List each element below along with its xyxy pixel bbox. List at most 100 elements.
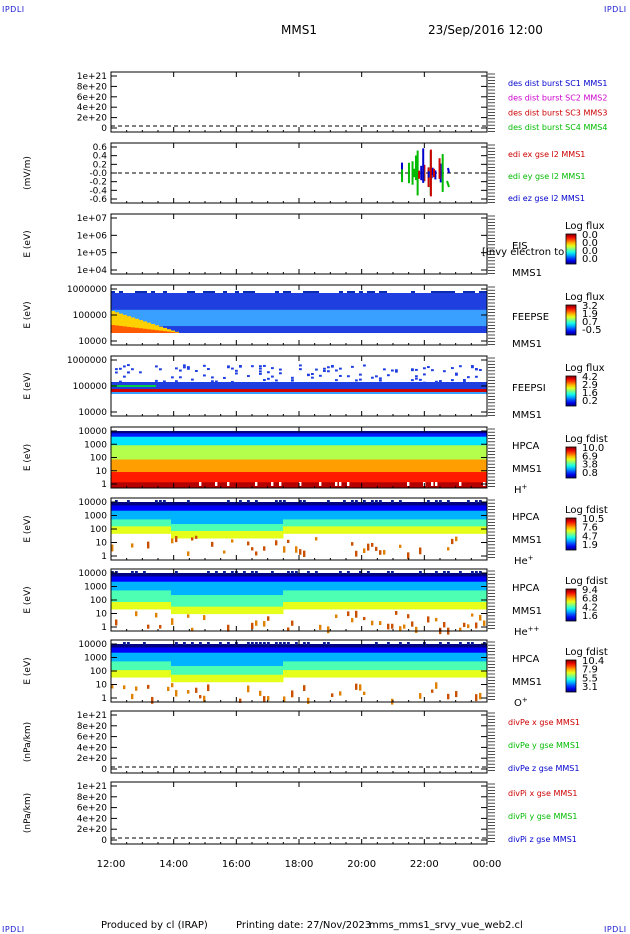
panel-spacecraft-label: MMS1 [512, 535, 542, 546]
legend-entry: divPi y gse MMS1 [508, 812, 577, 821]
heatmap-cells [111, 500, 488, 559]
y-tick-label: 100 [90, 454, 107, 464]
species-label: H+ [514, 483, 528, 496]
colorbar-tick-label: 10.4 [582, 656, 604, 667]
corner-label-bottom-left: IPDLI [2, 925, 25, 934]
species-charge: + [522, 483, 528, 491]
colorbar-tick-label: 0.0 [582, 246, 598, 257]
footer-produced: Produced by cl (IRAP) [101, 920, 208, 931]
colorbar-title: Log flux [565, 363, 605, 374]
instrument-label: HPCA [512, 654, 540, 665]
colorbar-title: Log fdist [565, 505, 608, 516]
colorbar-tick-label: 0.0 [582, 238, 598, 249]
colorbar-tick-label: 0.8 [582, 468, 598, 479]
header-datetime: 23/Sep/2016 12:00 [428, 23, 543, 37]
y-axis-label: E (eV) [23, 372, 33, 399]
species-label: He++ [514, 625, 540, 638]
colorbar-tick-label: 10.0 [582, 443, 604, 454]
footer-script-name: mms_mms1_srvy_vue_web2.cl [369, 920, 523, 931]
species-charge: + [528, 554, 534, 562]
y-tick-label: 1000 [84, 440, 107, 450]
y-tick-label: 4e+20 [77, 103, 108, 113]
y-tick-label: 10000 [78, 427, 107, 437]
y-tick-label: 10000 [78, 498, 107, 508]
panel-frame [110, 71, 488, 133]
y-tick-label: 1 [101, 623, 107, 633]
y-tick-label: 6e+20 [77, 93, 108, 103]
panel-spacecraft-label: MMS1 [512, 464, 542, 475]
legend-entry: des dist burst SC3 MMS3 [508, 108, 607, 117]
corner-label-top-right: IPDLI [604, 5, 627, 14]
y-tick-label: 0.2 [93, 160, 107, 170]
y-tick-label: 1e+06 [77, 231, 108, 241]
y-tick-label: 1000000 [67, 285, 107, 295]
colorbar [565, 517, 577, 551]
y-tick-label: 1 [101, 552, 107, 562]
y-tick-label: 100000 [73, 382, 108, 392]
x-tick-label: 16:00 [222, 859, 251, 870]
y-tick-label: 100 [90, 525, 107, 535]
y-tick-label: 10000 [78, 640, 107, 650]
colorbar-tick-label: 6.8 [582, 594, 598, 605]
y-tick-label: 6e+20 [77, 804, 108, 814]
colorbar-tick-label: 1.6 [582, 611, 598, 622]
panel-spacecraft-label: MMS1 [512, 606, 542, 617]
x-tick-label: 00:00 [473, 859, 502, 870]
y-tick-label: 1e+21 [77, 72, 107, 82]
y-tick-label: 10000 [78, 408, 107, 418]
colorbar-tick-label: 3.2 [582, 301, 598, 312]
colorbar [565, 304, 577, 336]
colorbar [565, 233, 577, 265]
x-tick-label: 14:00 [159, 859, 188, 870]
colorbar-tick-label: 1.9 [582, 309, 598, 320]
panel-spacecraft-label: MMS1 [512, 339, 542, 350]
y-tick-label: 1 [101, 694, 107, 704]
heatmap-cells [111, 642, 488, 705]
y-axis-label: E (eV) [23, 657, 33, 684]
edi-bursts [401, 148, 450, 197]
overlay-text: [Invy electron to [482, 247, 564, 258]
y-tick-label: 2e+20 [77, 754, 108, 764]
colorbar-tick-label: 10.5 [582, 514, 604, 525]
legend-entry: divPe y gse MMS1 [508, 741, 580, 750]
colorbar [565, 446, 577, 479]
y-tick-label: 10 [96, 610, 108, 620]
y-tick-label: 1000 [84, 583, 107, 593]
colorbar-tick-label: 7.9 [582, 665, 598, 676]
y-axis-label: E (eV) [23, 230, 33, 257]
legend-entry: edi ex gse l2 MMS1 [508, 150, 585, 159]
colorbar-tick-label: -0.5 [582, 325, 602, 336]
colorbar-tick-label: 3.1 [582, 682, 598, 693]
y-tick-label: 8e+20 [77, 793, 108, 803]
colorbar-tick-label: 4.2 [582, 372, 598, 383]
corner-label-top-left: IPDLI [2, 5, 25, 14]
colorbar-title: Log fdist [565, 434, 608, 445]
legend-entry: des dist burst SC2 MMS2 [508, 94, 607, 103]
species-charge: + [522, 696, 528, 704]
heatmap-cells [111, 431, 488, 489]
colorbar-tick-label: 5.5 [582, 673, 598, 684]
legend-entry: divPi x gse MMS1 [508, 789, 577, 798]
panel-frame [110, 213, 488, 275]
instrument-label: HPCA [512, 512, 540, 523]
x-tick-label: 20:00 [347, 859, 376, 870]
y-tick-label: 1 [101, 480, 107, 490]
y-tick-label: 0 [101, 765, 107, 775]
species-charge: ++ [528, 625, 540, 633]
y-tick-label: 0.6 [93, 143, 108, 153]
y-tick-label: 8e+20 [77, 722, 108, 732]
colorbar-title: Log flux [565, 221, 605, 232]
panel-spacecraft-label: MMS1 [512, 410, 542, 421]
colorbar-tick-label: 6.9 [582, 451, 598, 462]
y-tick-label: 10 [96, 539, 108, 549]
colorbar-tick-label: 4.2 [582, 602, 598, 613]
y-axis-label: E (eV) [23, 515, 33, 542]
panel-frame [110, 781, 488, 845]
instrument-label: FEEPSE [512, 312, 549, 323]
colorbar-tick-label: 2.9 [582, 380, 598, 391]
panel-frame [110, 710, 488, 774]
colorbar-title: Log flux [565, 292, 605, 303]
legend-entry: des dist burst SC4 MMS4 [508, 123, 607, 132]
y-axis-label: (nPa/km) [23, 722, 33, 762]
